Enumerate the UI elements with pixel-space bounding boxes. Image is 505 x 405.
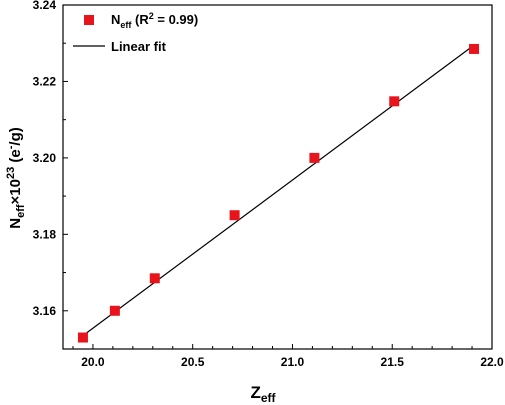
data-point <box>229 210 240 221</box>
legend-marker-neff <box>84 15 94 25</box>
x-tick-label: 21.5 <box>381 355 405 369</box>
legend-label-neff: Neff (R2 = 0.99) <box>111 11 198 30</box>
data-point <box>469 43 480 54</box>
legend-label-linear-fit: Linear fit <box>111 39 167 54</box>
data-point <box>309 152 320 163</box>
fit-line <box>82 44 475 337</box>
chart-marks <box>77 43 480 343</box>
plot-border <box>62 4 493 350</box>
x-tick-label: 22.0 <box>480 355 504 369</box>
x-tick-label: 21.0 <box>281 355 305 369</box>
y-tick-label: 3.24 <box>33 0 57 12</box>
y-tick-label: 3.20 <box>33 151 57 165</box>
legend: Neff (R2 = 0.99) Linear fit <box>73 11 198 54</box>
x-axis-title: Zeff <box>250 383 276 405</box>
data-point <box>77 332 88 343</box>
y-tick-label: 3.18 <box>33 227 57 241</box>
plot-area <box>62 4 493 350</box>
y-tick-label: 3.16 <box>33 304 57 318</box>
y-axis-title: Neff×1023 (e-/g) <box>5 127 27 229</box>
x-tick-label: 20.5 <box>181 355 205 369</box>
data-point <box>109 305 120 316</box>
data-point <box>149 273 160 284</box>
y-tick-label: 3.22 <box>33 74 57 88</box>
data-point <box>389 96 400 107</box>
x-tick-label: 20.0 <box>81 355 105 369</box>
axis-ticks: 20.0 20.5 21.0 21.5 22.0 3.16 3.18 3.20 3.22 3.24 <box>33 0 504 369</box>
